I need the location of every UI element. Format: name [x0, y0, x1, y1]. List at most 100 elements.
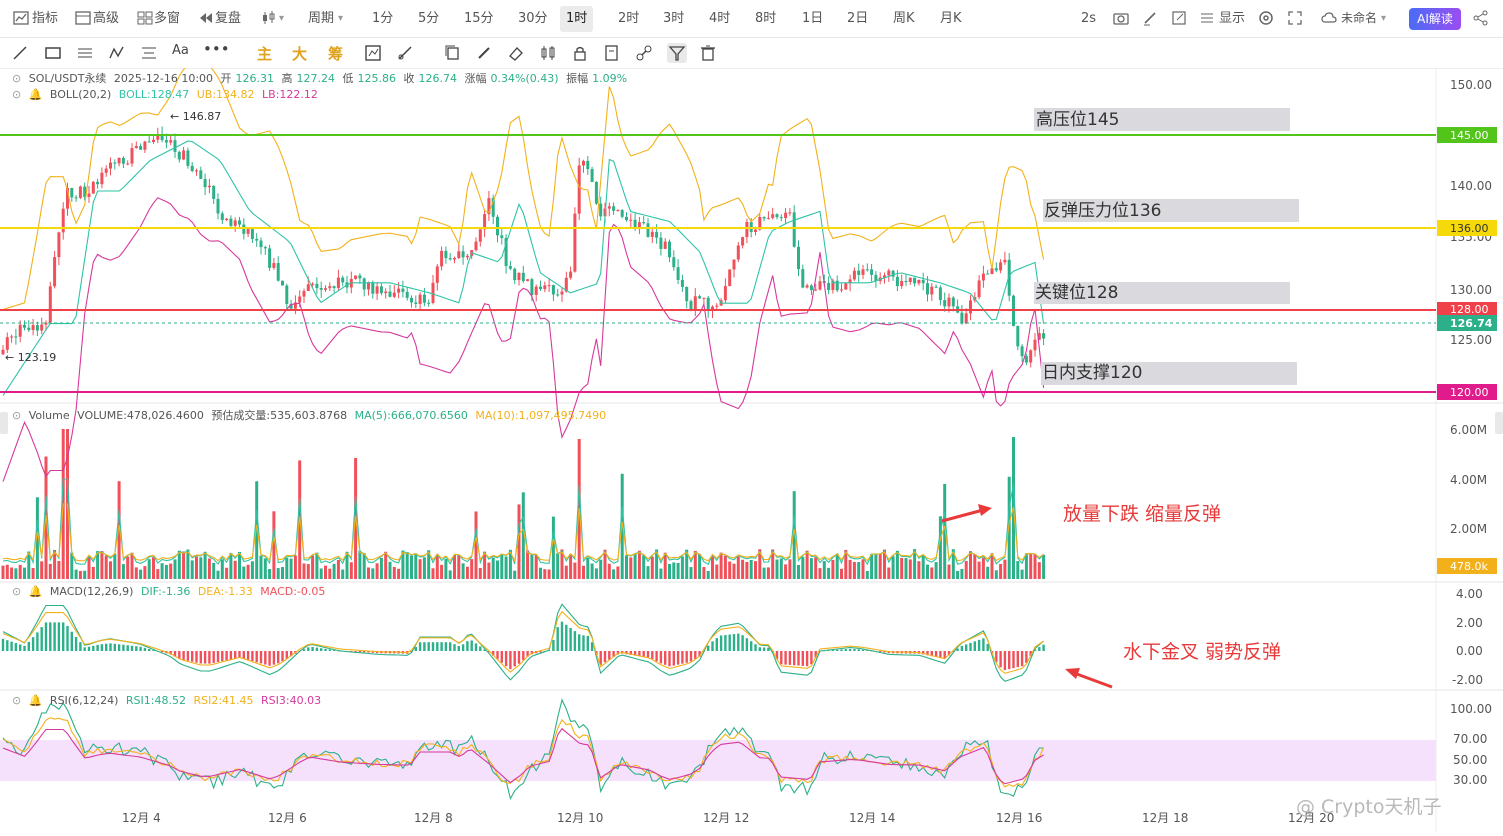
candle-body[interactable] [332, 286, 336, 288]
replay-icon[interactable] [197, 9, 215, 27]
candle-body[interactable] [685, 286, 689, 302]
candle-body[interactable] [547, 285, 551, 287]
candle-body[interactable] [599, 203, 603, 217]
candle-body[interactable] [539, 286, 542, 290]
candle-body[interactable] [943, 300, 947, 307]
candle-body[interactable] [354, 275, 358, 279]
candle-body[interactable] [775, 214, 779, 218]
candle-body[interactable] [392, 292, 396, 297]
candle-body[interactable] [663, 241, 667, 249]
candle-body[interactable] [1033, 339, 1037, 351]
wave-pattern-icon[interactable] [107, 43, 127, 63]
chevron-down-icon[interactable]: ▾ [338, 13, 344, 24]
collapse-icon[interactable]: ⊙ [12, 72, 22, 85]
period-button[interactable]: 周期 [308, 11, 335, 26]
candle-body[interactable] [766, 217, 770, 219]
candle-body[interactable] [728, 269, 732, 287]
candle-body[interactable] [255, 238, 259, 241]
interval-tab[interactable]: 2日 [847, 11, 869, 26]
candle-body[interactable] [659, 237, 663, 249]
collapse-icon[interactable]: ⊙ [12, 694, 22, 707]
candle-body[interactable] [147, 141, 151, 143]
candle-body[interactable] [723, 286, 727, 301]
candle-body[interactable] [358, 275, 362, 279]
candle-body[interactable] [40, 324, 44, 331]
candle-body[interactable] [302, 291, 306, 297]
candle-body[interactable] [66, 187, 69, 209]
candle-body[interactable] [564, 277, 568, 292]
candle-body[interactable] [139, 146, 143, 150]
candle-body[interactable] [113, 162, 117, 164]
kline-chart[interactable]: 高压位145 反弹压力位136 关键位128 日内支撑120 ← 146.87 … [0, 59, 1503, 832]
candle-body[interactable] [676, 267, 680, 280]
edit-note-icon[interactable] [602, 43, 622, 63]
collapse-icon[interactable]: ⊙ [12, 88, 22, 101]
candle-body[interactable] [1, 349, 5, 355]
candle-body[interactable] [268, 248, 272, 268]
candle-tool-icon[interactable] [538, 43, 558, 63]
candle-body[interactable] [1037, 333, 1041, 340]
gear-icon[interactable] [1257, 9, 1275, 27]
candle-body[interactable] [375, 286, 379, 294]
candle-body[interactable] [478, 229, 482, 242]
candle-body[interactable] [865, 269, 869, 271]
candle-body[interactable] [212, 185, 216, 199]
indicators-button[interactable]: 指标 [32, 11, 59, 26]
share-export-icon[interactable] [1170, 9, 1188, 27]
candle-body[interactable] [835, 280, 839, 291]
advanced-button[interactable]: 高级 [93, 11, 120, 26]
candle-body[interactable] [754, 229, 757, 232]
candle-body[interactable] [272, 263, 276, 268]
candle-body[interactable] [229, 218, 233, 226]
fullscreen-icon[interactable] [1286, 9, 1304, 27]
text-tool-button[interactable]: Aa [172, 43, 189, 58]
candle-body[interactable] [814, 289, 818, 291]
candle-type-icon[interactable] [260, 9, 278, 27]
candle-body[interactable] [298, 296, 302, 303]
candle-body[interactable] [633, 219, 637, 228]
candle-body[interactable] [1016, 325, 1020, 347]
candle-body[interactable] [646, 223, 650, 237]
candle-body[interactable] [508, 266, 512, 269]
trash-icon[interactable] [698, 43, 718, 63]
candle-body[interactable] [388, 291, 392, 297]
interval-tab[interactable]: 3时 [663, 11, 685, 26]
candle-body[interactable] [328, 286, 332, 289]
candle-body[interactable] [758, 217, 762, 230]
candle-body[interactable] [999, 262, 1003, 271]
candle-body[interactable] [397, 288, 401, 293]
candle-body[interactable] [745, 222, 749, 238]
candle-body[interactable] [797, 246, 800, 270]
right-panel-handle[interactable] [1495, 412, 1503, 434]
candle-body[interactable] [311, 283, 315, 285]
candle-body[interactable] [852, 270, 856, 280]
brush-icon[interactable] [474, 43, 494, 63]
candle-body[interactable] [1007, 259, 1011, 296]
candle-body[interactable] [126, 163, 130, 165]
candle-body[interactable] [818, 281, 822, 290]
interval-tab[interactable]: 5分 [418, 11, 440, 26]
candle-body[interactable] [401, 288, 405, 292]
candle-body[interactable] [827, 282, 831, 290]
candle-body[interactable] [706, 297, 710, 311]
candle-body[interactable] [857, 270, 861, 275]
candle-body[interactable] [134, 146, 138, 149]
candle-body[interactable] [173, 140, 177, 152]
candle-body[interactable] [504, 237, 508, 267]
candle-body[interactable] [457, 251, 461, 259]
candle-body[interactable] [930, 286, 934, 295]
candle-body[interactable] [186, 150, 190, 166]
candle-body[interactable] [14, 336, 18, 338]
candle-body[interactable] [500, 235, 504, 238]
candle-body[interactable] [629, 219, 633, 221]
interval-tab[interactable]: 1时 [560, 6, 594, 32]
candle-body[interactable] [199, 170, 203, 179]
candle-body[interactable] [169, 140, 173, 143]
candle-body[interactable] [453, 258, 456, 260]
candle-body[interactable] [582, 160, 585, 166]
candle-body[interactable] [74, 197, 78, 199]
candle-body[interactable] [543, 285, 547, 290]
candle-body[interactable] [569, 271, 573, 278]
candle-body[interactable] [156, 134, 160, 140]
candle-body[interactable] [78, 186, 82, 198]
